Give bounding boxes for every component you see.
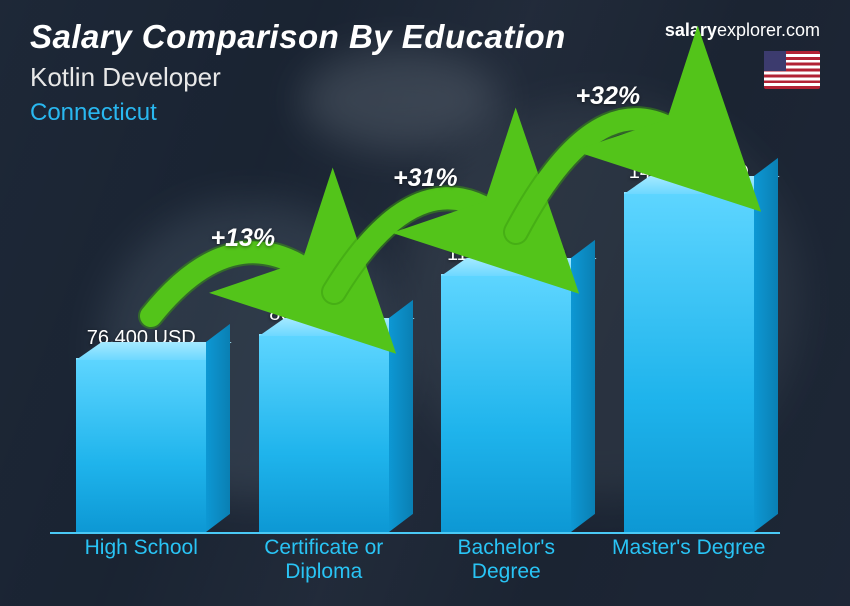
bar: [259, 334, 389, 532]
bar-group: 76,400 USD: [66, 327, 216, 532]
increase-label: +32%: [576, 82, 641, 111]
category-label: Bachelor's Degree: [426, 536, 586, 584]
bar: [76, 358, 206, 532]
category-label: Master's Degree: [609, 536, 769, 584]
bar: [441, 274, 571, 532]
category-label: High School: [61, 536, 221, 584]
baseline: [50, 532, 780, 534]
category-label: Certificate or Diploma: [244, 536, 404, 584]
salary-chart: 76,400 USD86,600 USD113,000 USD149,000 U…: [50, 68, 780, 588]
bar-group: 149,000 USD: [614, 161, 764, 532]
bar: [624, 192, 754, 532]
logo: salaryexplorer.com: [665, 20, 820, 41]
bar-group: 113,000 USD: [431, 243, 581, 532]
bar-group: 86,600 USD: [249, 303, 399, 532]
page-title: Salary Comparison By Education: [30, 18, 566, 56]
